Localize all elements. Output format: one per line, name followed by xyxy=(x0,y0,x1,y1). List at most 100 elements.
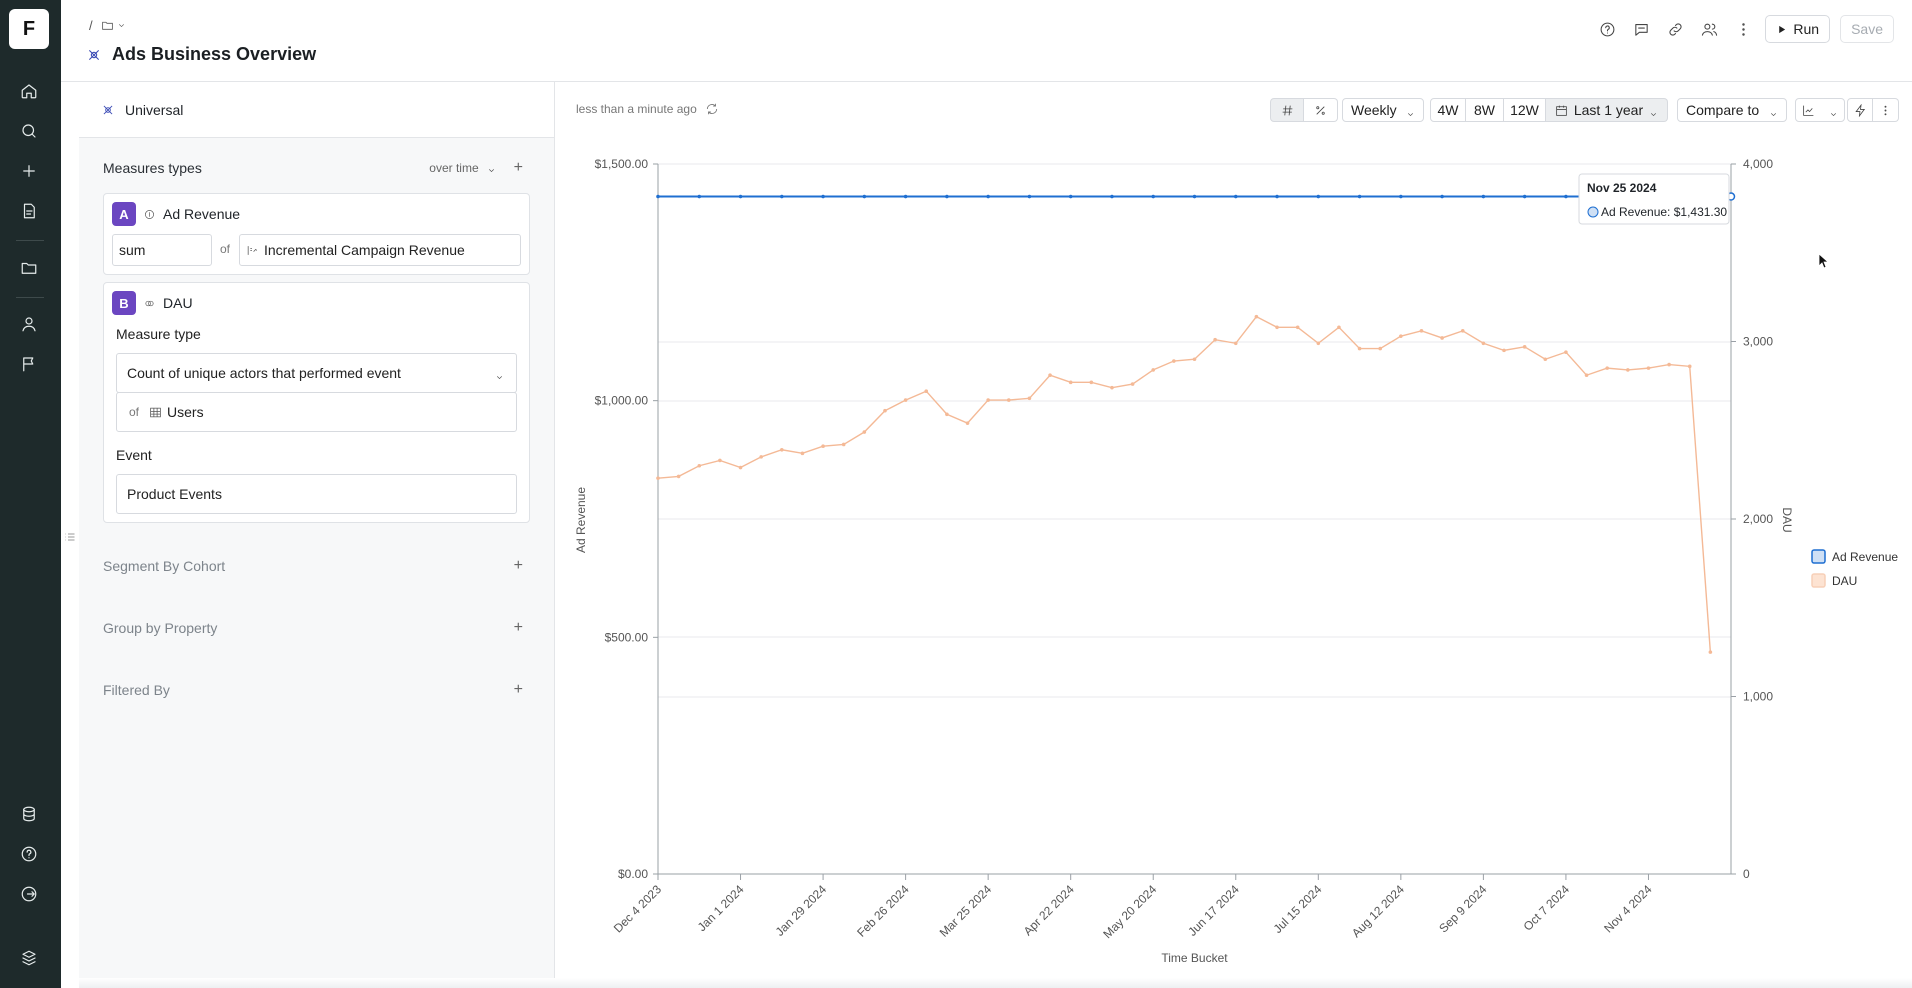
add-measure-button[interactable]: + xyxy=(513,159,523,176)
help-icon[interactable] xyxy=(17,842,41,866)
dau-point[interactable] xyxy=(656,476,660,480)
range-4w-button[interactable]: 4W xyxy=(1430,98,1466,122)
dau-point[interactable] xyxy=(800,451,805,456)
chart-type-dropdown[interactable] xyxy=(1795,98,1845,122)
granularity-button[interactable]: Weekly xyxy=(1342,98,1424,122)
legend-swatch-ad-revenue[interactable] xyxy=(1811,549,1826,564)
ad-revenue-point[interactable] xyxy=(1399,194,1403,199)
folder-picker[interactable] xyxy=(101,19,126,32)
dau-point[interactable] xyxy=(1316,341,1321,346)
logout-icon[interactable] xyxy=(17,882,41,906)
ad-revenue-point[interactable] xyxy=(780,194,784,199)
ad-revenue-point[interactable] xyxy=(1275,194,1279,199)
list-toggle-icon[interactable] xyxy=(64,530,78,544)
dau-point[interactable] xyxy=(1626,368,1630,372)
dau-point[interactable] xyxy=(1708,650,1713,654)
ad-revenue-point[interactable] xyxy=(1564,194,1568,199)
dau-point[interactable] xyxy=(1151,368,1156,372)
legend-swatch-dau[interactable] xyxy=(1811,573,1826,588)
measures-mode-dropdown[interactable]: over time xyxy=(429,161,495,175)
chart-type-button[interactable] xyxy=(1795,98,1845,122)
dau-point[interactable] xyxy=(1399,334,1403,338)
run-button[interactable]: Run xyxy=(1765,15,1831,43)
measure-type-select[interactable]: Count of unique actors that performed ev… xyxy=(116,353,517,393)
dau-point[interactable] xyxy=(924,389,929,393)
dau-point[interactable] xyxy=(1687,364,1692,369)
search-icon[interactable] xyxy=(17,119,41,143)
dau-point[interactable] xyxy=(1233,341,1238,346)
dau-point[interactable] xyxy=(1378,346,1383,351)
dau-point[interactable] xyxy=(1027,396,1032,401)
ad-revenue-point[interactable] xyxy=(1233,194,1238,199)
dau-point[interactable] xyxy=(780,447,784,452)
ad-revenue-point[interactable] xyxy=(903,194,908,199)
dau-point[interactable] xyxy=(821,444,825,449)
folder-icon[interactable] xyxy=(17,256,41,280)
ad-revenue-point[interactable] xyxy=(1440,194,1444,199)
refresh-icon[interactable] xyxy=(705,102,719,116)
range-8w-button[interactable]: 8W xyxy=(1466,98,1504,122)
chart-more-button[interactable] xyxy=(1873,98,1899,122)
percent-format-button[interactable] xyxy=(1304,98,1338,122)
ad-revenue-point[interactable] xyxy=(656,194,660,199)
ad-revenue-point[interactable] xyxy=(862,194,867,199)
workspace-icon[interactable] xyxy=(17,946,41,970)
dau-point[interactable] xyxy=(697,463,702,468)
dau-point[interactable] xyxy=(1192,357,1197,362)
plus-icon[interactable] xyxy=(17,159,41,183)
dau-point[interactable] xyxy=(1667,362,1671,367)
database-icon[interactable] xyxy=(17,802,41,826)
ad-revenue-point[interactable] xyxy=(1110,194,1114,199)
dau-point[interactable] xyxy=(1337,325,1341,330)
dau-point[interactable] xyxy=(1068,380,1073,385)
dau-point[interactable] xyxy=(1564,350,1568,354)
dau-point[interactable] xyxy=(1522,345,1527,349)
dau-point[interactable] xyxy=(841,442,846,447)
user-icon[interactable] xyxy=(17,312,41,336)
dau-point[interactable] xyxy=(945,412,949,417)
home-icon[interactable] xyxy=(17,79,41,103)
dau-point[interactable] xyxy=(1275,325,1279,330)
help-icon[interactable] xyxy=(1595,17,1619,41)
actor-select[interactable]: of Users xyxy=(116,392,517,432)
ad-revenue-point[interactable] xyxy=(1151,194,1156,199)
add-segment-button[interactable]: + xyxy=(513,557,523,574)
dau-point[interactable] xyxy=(883,408,887,413)
more-vertical-icon[interactable] xyxy=(1731,17,1755,41)
measure-b-header[interactable]: B DAU xyxy=(112,291,193,315)
dau-point[interactable] xyxy=(1605,366,1609,370)
dau-point[interactable] xyxy=(1089,380,1094,385)
aggregation-select[interactable]: sum xyxy=(112,234,212,266)
ad-revenue-point[interactable] xyxy=(986,194,990,199)
ad-revenue-point[interactable] xyxy=(1481,194,1486,199)
dau-point[interactable] xyxy=(1254,314,1259,319)
link-icon[interactable] xyxy=(1663,17,1687,41)
dau-point[interactable] xyxy=(676,474,681,479)
dau-point[interactable] xyxy=(1481,341,1486,346)
dau-point[interactable] xyxy=(1460,329,1465,333)
measure-a-header[interactable]: A Ad Revenue xyxy=(112,202,240,226)
ad-revenue-point[interactable] xyxy=(1357,194,1362,199)
dau-point[interactable] xyxy=(1543,357,1548,362)
ad-revenue-point[interactable] xyxy=(945,194,949,199)
dau-point[interactable] xyxy=(1295,325,1300,330)
comment-icon[interactable] xyxy=(1629,17,1653,41)
dau-point[interactable] xyxy=(862,430,867,434)
dau-point[interactable] xyxy=(718,458,722,463)
dau-point[interactable] xyxy=(1172,359,1176,363)
date-range-button[interactable]: Last 1 year xyxy=(1546,98,1668,122)
dau-point[interactable] xyxy=(1048,373,1052,378)
share-users-icon[interactable] xyxy=(1697,17,1721,41)
dau-point[interactable] xyxy=(1006,398,1011,402)
compare-dropdown[interactable]: Compare to xyxy=(1677,98,1787,122)
dau-point[interactable] xyxy=(1130,382,1135,386)
dau-point[interactable] xyxy=(738,465,743,470)
universal-selector[interactable]: Universal xyxy=(79,82,554,138)
dau-point[interactable] xyxy=(1440,336,1444,340)
dau-point[interactable] xyxy=(1110,385,1114,390)
flag-icon[interactable] xyxy=(17,352,41,376)
ad-revenue-point[interactable] xyxy=(1316,194,1321,199)
compare-button[interactable]: Compare to xyxy=(1677,98,1787,122)
ad-revenue-point[interactable] xyxy=(1027,194,1032,199)
dau-point[interactable] xyxy=(1584,373,1589,378)
